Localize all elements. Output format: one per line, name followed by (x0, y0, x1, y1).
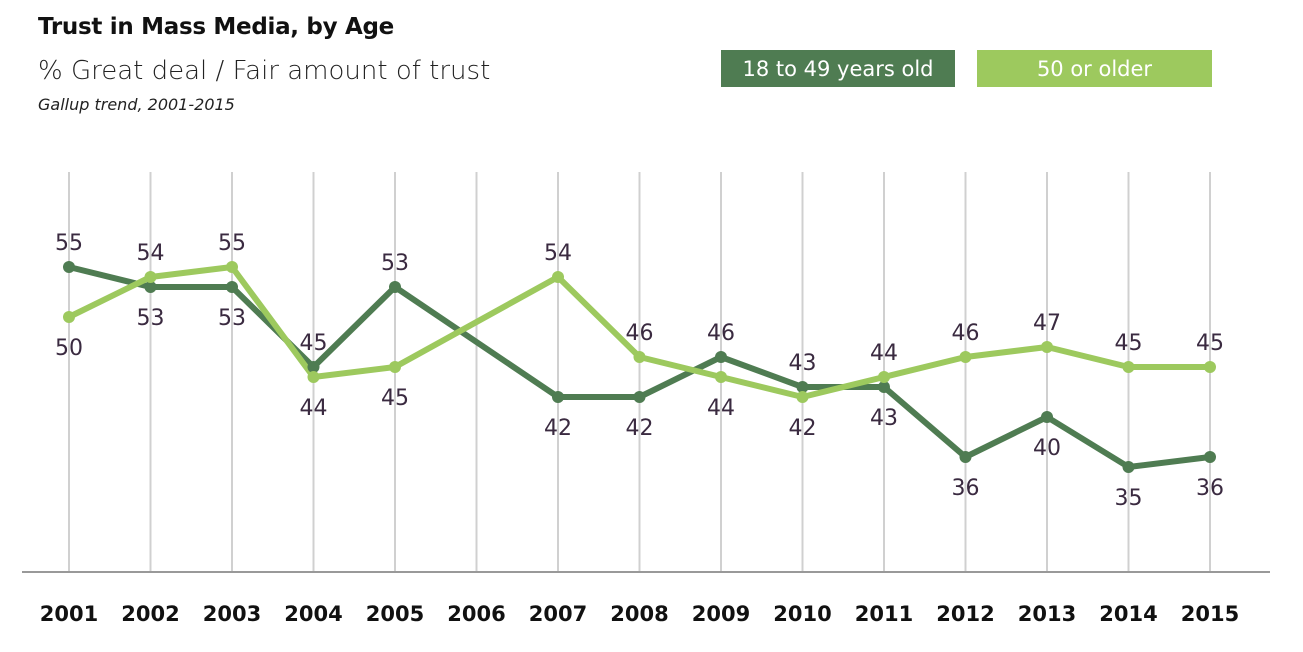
data-point-2010 (796, 391, 809, 403)
data-label: 46 (952, 321, 980, 346)
x-tick-label: 2001 (40, 602, 98, 626)
data-label: 53 (137, 306, 165, 331)
series-line-0 (68, 264, 1211, 470)
legend-item-50-or-older: 50 or older (977, 50, 1212, 87)
data-label: 46 (707, 321, 735, 346)
x-tick-label: 2007 (529, 602, 587, 626)
data-point-2008 (633, 351, 646, 363)
data-point-2014 (1122, 461, 1135, 473)
data-label: 45 (1115, 331, 1143, 356)
x-tick-label: 2004 (284, 602, 342, 626)
chart-note: Gallup trend, 2001-2015 (38, 95, 235, 114)
data-label: 46 (626, 321, 654, 346)
data-point-2003 (226, 261, 238, 273)
x-tick-label: 2015 (1181, 602, 1239, 626)
series-line-1 (67, 264, 1210, 400)
data-label: 44 (707, 396, 735, 421)
data-label: 55 (55, 231, 83, 256)
data-point-2012 (959, 351, 972, 363)
x-tick-label: 2002 (121, 602, 179, 626)
x-tick-label: 2008 (610, 602, 668, 626)
x-tick-label: 2010 (773, 602, 831, 626)
data-point-2008 (633, 391, 646, 403)
x-tick-label: 2005 (366, 602, 424, 626)
data-label: 54 (137, 241, 165, 266)
data-label: 53 (218, 306, 246, 331)
data-point-2002 (144, 281, 157, 293)
data-label: 44 (300, 396, 328, 421)
data-point-2007 (552, 391, 564, 403)
data-label: 42 (544, 416, 572, 441)
data-point-2004 (307, 361, 320, 373)
x-tick-label: 2009 (692, 602, 750, 626)
data-point-2011 (878, 381, 890, 393)
data-point-2007 (552, 271, 564, 283)
data-label: 43 (789, 351, 817, 376)
data-point-2015 (1204, 451, 1216, 463)
data-point-2005 (389, 361, 401, 373)
data-label: 45 (381, 386, 409, 411)
data-point-2001 (63, 261, 75, 273)
data-label: 42 (626, 416, 654, 441)
data-label: 35 (1115, 486, 1143, 511)
data-point-2009 (715, 371, 727, 383)
data-label: 50 (55, 336, 83, 361)
data-label: 43 (870, 406, 898, 431)
data-point-2004 (307, 371, 320, 383)
data-label: 36 (1196, 476, 1224, 501)
data-label: 54 (544, 241, 572, 266)
data-label: 36 (952, 476, 980, 501)
data-point-2013 (1041, 341, 1053, 353)
x-tick-label: 2013 (1018, 602, 1076, 626)
x-tick-label: 2003 (203, 602, 261, 626)
data-label: 45 (300, 331, 328, 356)
legend-item-18-to-49: 18 to 49 years old (721, 50, 955, 87)
data-point-2014 (1122, 361, 1135, 373)
data-point-2015 (1204, 361, 1216, 373)
data-label: 40 (1033, 436, 1061, 461)
data-point-2009 (715, 351, 727, 363)
data-label: 44 (870, 341, 898, 366)
data-point-2011 (878, 371, 890, 383)
data-point-2010 (796, 381, 809, 393)
data-label: 42 (789, 416, 817, 441)
chart-title: Trust in Mass Media, by Age (38, 14, 394, 40)
data-point-2002 (144, 271, 157, 283)
x-tick-label: 2011 (855, 602, 913, 626)
data-point-2012 (959, 451, 972, 463)
data-point-2001 (63, 311, 75, 323)
data-label: 55 (218, 231, 246, 256)
x-tick-label: 2006 (447, 602, 505, 626)
data-label: 47 (1033, 311, 1061, 336)
data-point-2013 (1041, 411, 1053, 423)
data-label: 53 (381, 251, 409, 276)
data-label: 45 (1196, 331, 1224, 356)
x-tick-label: 2012 (936, 602, 994, 626)
data-point-2003 (226, 281, 238, 293)
data-point-2005 (389, 281, 401, 293)
chart-subtitle: % Great deal / Fair amount of trust (38, 56, 491, 86)
x-tick-label: 2014 (1099, 602, 1157, 626)
